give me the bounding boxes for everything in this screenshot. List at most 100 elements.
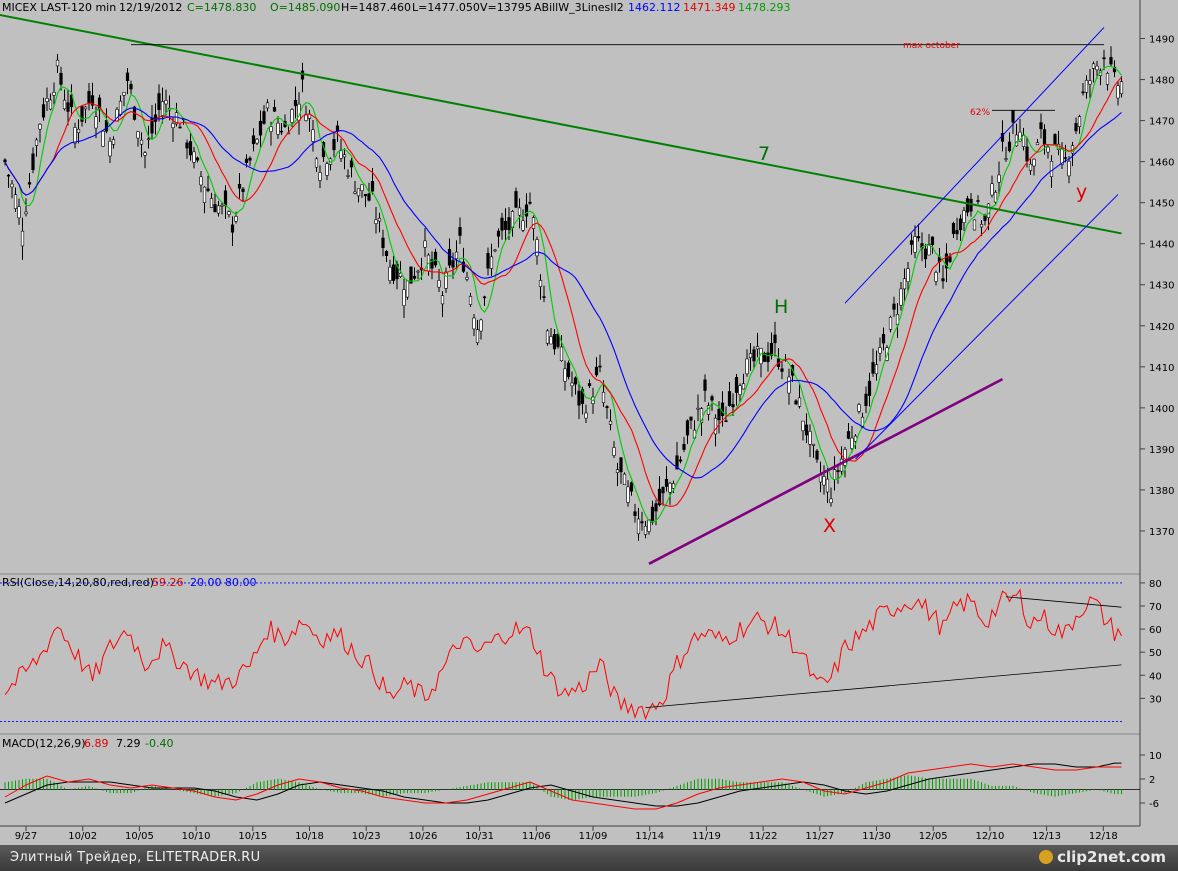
candle-up [829,498,833,504]
date-axis: 9/27 10/02 10/05 10/10 10/15 10/18 10/23 10/26 1… [15,826,1118,842]
candle-down [528,201,532,204]
candle-up [1077,116,1082,127]
price-tick-label: 1400 [1149,404,1174,415]
candle-up [626,486,630,503]
candle-up [755,346,760,350]
price-tick-label: 1490 [1149,35,1174,46]
wave-7-label: 7 [758,143,770,165]
candle-up [808,431,812,445]
candle-down [31,153,35,171]
candle-down [195,157,200,161]
clip2net-logo[interactable]: clip2net.com [1039,848,1166,866]
candle-up [17,206,21,219]
candle-down [451,260,455,268]
candle-up [811,443,816,446]
candle-up [612,447,616,456]
date-tick-label: 12/18 [1089,831,1118,842]
candle-up [997,174,1001,183]
candle-up [111,139,116,145]
candle-up [468,296,473,305]
date-tick-label: 10/23 [352,831,381,842]
candle-down [703,379,707,391]
candle-up [741,383,746,390]
rsi-low-level: 20.00 [190,576,222,589]
candle-down [188,141,193,156]
candle-up [888,316,893,330]
candle-down [272,107,277,112]
wave-x-label: X [823,515,836,537]
rsi-tick-label: 30 [1149,694,1162,705]
candle-up [160,101,165,116]
fib-62-annotation: 62% [970,108,990,118]
date-tick-label: 11/06 [522,831,551,842]
candle-down [496,230,501,237]
candle-up [822,476,826,486]
candle-up [73,127,77,144]
wave-h-label: H [774,296,788,318]
candle-down [762,352,767,362]
candle-down [370,181,375,192]
candle-down [69,94,74,108]
price-tick-label: 1370 [1149,527,1174,538]
candle-down [447,248,452,266]
candle-up [108,140,112,157]
candle-down [90,95,95,106]
candle-up [797,397,802,407]
candle-down [433,251,438,266]
candle-up [601,391,606,403]
candle-up [475,329,480,343]
price-tick-label: 1390 [1149,445,1174,456]
candle-down [734,377,739,393]
candle-down [710,396,714,401]
rsi-tick-label: 50 [1149,648,1162,659]
price-tick-label: 1410 [1149,363,1174,374]
candle-down [80,106,84,122]
candle-down [769,342,774,357]
date-tick-label: 9/27 [15,831,37,842]
candle-down [41,104,46,118]
rsi-header: RSI(Close,14,20,80,red,red) 59.26 20.00 … [2,576,257,589]
candle-down [262,111,266,124]
candle-up [993,191,998,203]
candle-up [549,336,553,345]
candle-up [899,288,903,306]
candle-up [972,219,977,231]
date-tick-label: 11/27 [805,831,834,842]
candle-down [486,252,490,269]
candle-down [766,352,770,363]
candle-down [1042,129,1047,145]
candle-up [979,224,984,228]
candle-down [955,229,959,235]
chart-canvas[interactable]: MICEX LAST-120 min 12/19/2012 C=1478.830… [0,0,1178,845]
candle-down [941,278,945,282]
ma-red-value: 1471.349 [683,1,736,14]
candle-up [45,98,49,102]
rsi-tick-label: 60 [1149,625,1162,636]
candle-up [713,417,718,435]
price-tick-label: 1430 [1149,281,1174,292]
candle-up [143,152,147,156]
candle-down [1081,91,1085,94]
candle-down [514,191,518,208]
candle-up [398,272,403,277]
candle-down [958,218,963,231]
candle-down [213,204,217,213]
candle-up [209,198,214,208]
rsi-high-level: 80.00 [225,576,257,589]
candle-up [374,219,378,224]
candle-up [668,482,672,493]
candle-up [878,347,882,354]
candle-down [248,157,252,161]
candle-up [927,243,931,256]
candle-up [139,139,144,145]
footer-bar: Элитный Трейдер, ELITETRADER.RU clip2net… [0,845,1178,871]
candle-up [52,92,56,96]
candle-down [412,275,417,279]
candle-down [244,158,249,163]
candle-up [416,270,420,273]
candle-down [815,450,819,460]
candle-up [1088,80,1092,85]
candle-down [461,261,466,272]
candle-up [1018,131,1022,142]
